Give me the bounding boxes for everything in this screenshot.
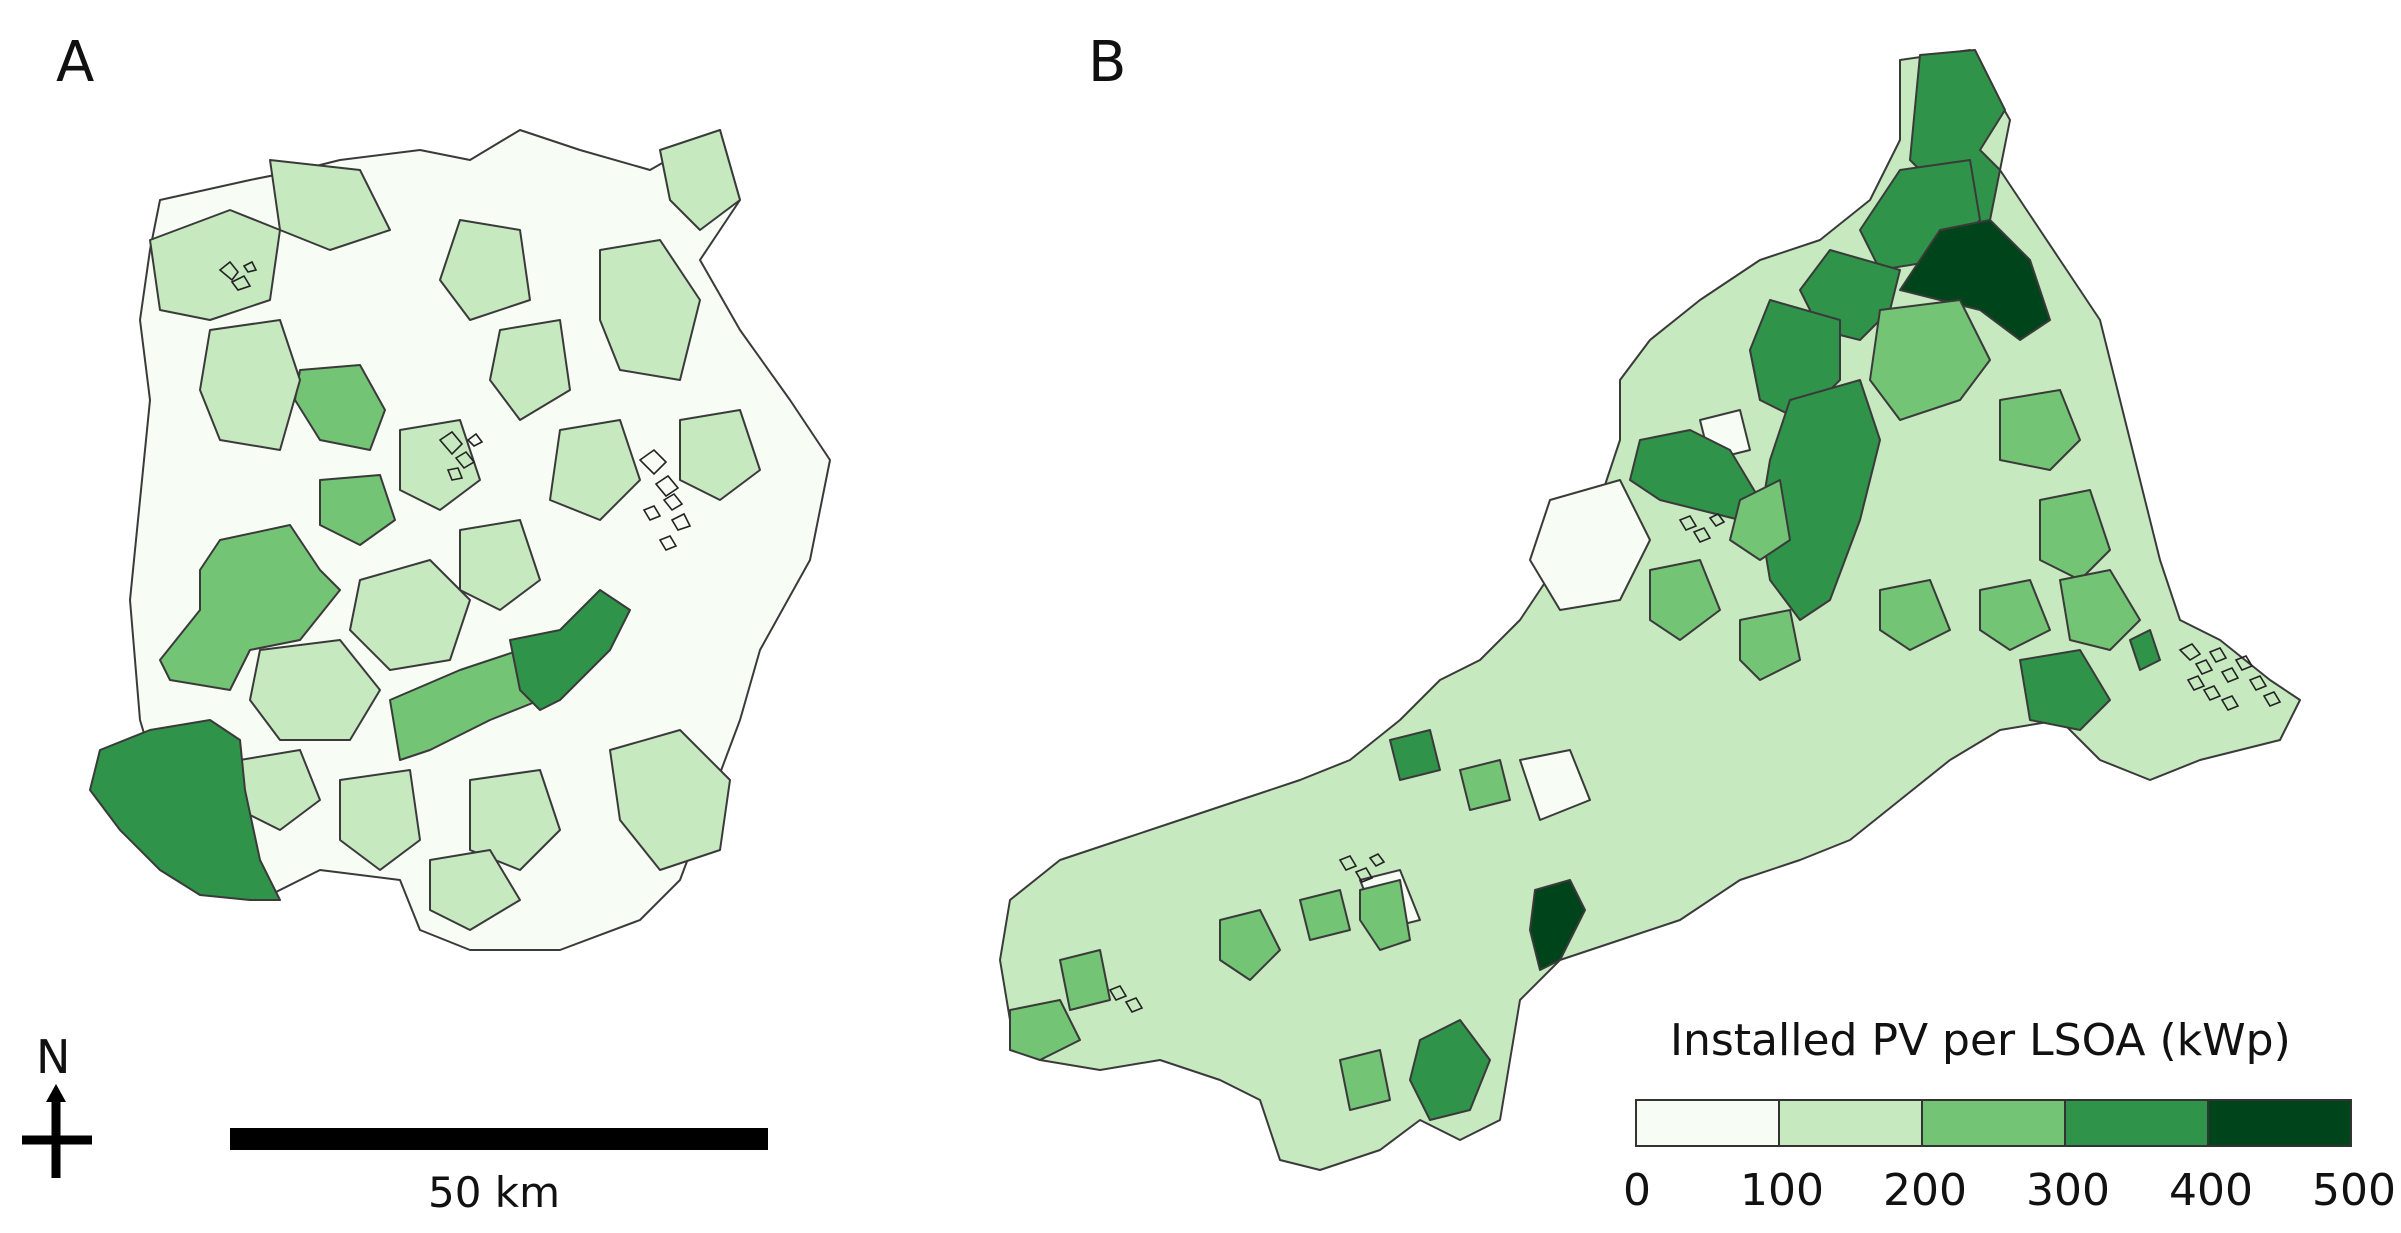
map-a-region (679, 409, 761, 501)
map-a-region (609, 729, 731, 871)
map-a-region (159, 524, 341, 691)
map-b-region (1729, 479, 1791, 561)
map-b-region (1529, 879, 1586, 971)
map-b-urban-cluster (2178, 642, 2282, 711)
map-a-region (269, 159, 391, 251)
map-b-region (2019, 649, 2111, 731)
panel-label-a: A (56, 30, 95, 95)
map-b-region (2039, 489, 2111, 581)
map-b-region (1649, 559, 1721, 641)
map-a (89, 129, 831, 951)
map-a-region (469, 769, 561, 871)
map-a-region (439, 219, 531, 321)
legend-title: Installed PV per LSOA (kWp) (1670, 1015, 2291, 1066)
map-a-region (659, 129, 741, 231)
map-b-region (1899, 219, 2051, 341)
map-b (999, 49, 2301, 1171)
map-a-region (489, 319, 571, 421)
legend-tick-label: 400 (2169, 1165, 2253, 1216)
map-a-region (149, 209, 281, 321)
map-b-region (1299, 889, 1351, 941)
legend-color-scale (1635, 1099, 2352, 1147)
legend-swatch (1635, 1099, 1780, 1147)
map-b-region (2059, 569, 2141, 651)
map-a-region (249, 639, 381, 741)
map-b-region (1739, 609, 1801, 681)
map-a-urban-cluster (438, 430, 484, 481)
map-a-urban-cluster (218, 260, 258, 291)
legend-swatch (1921, 1099, 2066, 1147)
map-b-region (1059, 949, 1111, 1011)
map-b-urban-cluster (1338, 852, 1386, 883)
legend-tick-label: 500 (2312, 1165, 2396, 1216)
map-b-urban-cluster (1108, 985, 1144, 1013)
map-b-region (1359, 879, 1411, 951)
map-b-region (1219, 909, 1281, 981)
map-b-region (1389, 729, 1441, 781)
panel-label-b: B (1088, 30, 1127, 95)
map-b-region (1339, 1049, 1391, 1111)
legend-tick-label: 300 (2026, 1165, 2110, 1216)
map-a-region (509, 589, 631, 711)
scale-bar (230, 1128, 768, 1150)
north-arrow-label: N (36, 1030, 71, 1084)
map-a-region (459, 519, 541, 611)
map-b-region (1519, 749, 1591, 821)
legend-swatch (2207, 1099, 2352, 1147)
map-a-region (339, 769, 421, 871)
map-b-region (1879, 579, 1951, 651)
map-b-region (1999, 389, 2081, 471)
legend-tick-label: 0 (1623, 1165, 1651, 1216)
map-a-region (389, 649, 541, 761)
map-a-region (429, 849, 521, 931)
legend-swatch (1778, 1099, 1923, 1147)
map-b-region (1009, 999, 1081, 1061)
map-b-region (1529, 479, 1651, 611)
scale-bar-label: 50 km (428, 1168, 561, 1217)
map-a-region (349, 559, 471, 671)
map-a-region (549, 419, 641, 521)
map-b-region (1459, 759, 1511, 811)
map-b-region (1979, 579, 2051, 651)
map-b-urban-cluster (1678, 512, 1726, 543)
map-b-region (2129, 629, 2161, 671)
legend-tick-label: 100 (1740, 1165, 1824, 1216)
legend-swatch (2064, 1099, 2209, 1147)
map-a-region (319, 474, 396, 546)
map-a-region (599, 239, 701, 381)
map-a-urban-cluster (638, 448, 692, 551)
north-arrow-icon (22, 1084, 92, 1178)
legend-tick-label: 200 (1883, 1165, 1967, 1216)
map-b-region (1869, 299, 1991, 421)
map-a-region (89, 719, 281, 901)
map-b-region (1409, 1019, 1491, 1121)
map-a-region (199, 319, 301, 451)
